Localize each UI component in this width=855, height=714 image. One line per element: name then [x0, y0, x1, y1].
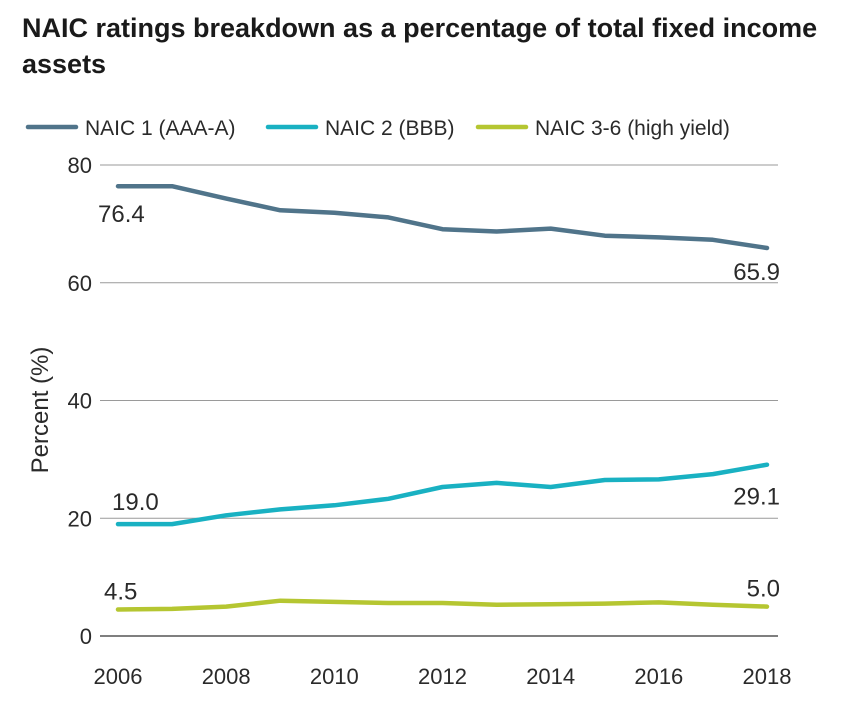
legend-entry: NAIC 3-6 (high yield)	[535, 117, 730, 140]
y-tick-label: 40	[68, 389, 92, 414]
y-axis-ticks: 0 20 40 60 80	[68, 153, 92, 649]
x-tick-label: 2006	[94, 664, 143, 689]
chart-title: NAIC ratings breakdown as a percentage o…	[22, 13, 818, 79]
data-label-start: 19.0	[112, 489, 159, 516]
data-label-end: 29.1	[733, 484, 780, 511]
series-lines	[115, 183, 770, 612]
data-label-start: 4.5	[104, 579, 137, 606]
data-label-start: 76.4	[98, 201, 145, 228]
x-tick-label: 2010	[310, 664, 359, 689]
legend: NAIC 1 (AAA-A) NAIC 2 (BBB) NAIC 3-6 (high…	[25, 117, 730, 140]
y-tick-label: 80	[68, 153, 92, 178]
data-labels: 76.4 65.9 19.0 29.1 4.5 5.0	[98, 201, 780, 605]
x-axis-ticks: 2006 2008 2010 2012 2014 2016 2018	[94, 664, 792, 689]
y-tick-label: 0	[80, 624, 92, 649]
x-tick-label: 2012	[418, 664, 467, 689]
x-tick-label: 2016	[634, 664, 683, 689]
y-tick-label: 20	[68, 506, 92, 531]
y-tick-label: 60	[68, 271, 92, 296]
series-line-3	[115, 598, 770, 612]
y-axis-label: Percent (%)	[27, 347, 54, 474]
gridlines	[100, 164, 778, 637]
legend-entry: NAIC 2 (BBB)	[325, 117, 455, 140]
x-tick-label: 2018	[743, 664, 792, 689]
series-line-2	[115, 462, 770, 527]
legend-entry: NAIC 1 (AAA-A)	[85, 117, 236, 140]
data-label-end: 5.0	[747, 576, 780, 603]
series-line-1	[115, 183, 770, 251]
x-tick-label: 2008	[202, 664, 251, 689]
data-label-end: 65.9	[733, 259, 780, 286]
x-tick-label: 2014	[526, 664, 575, 689]
